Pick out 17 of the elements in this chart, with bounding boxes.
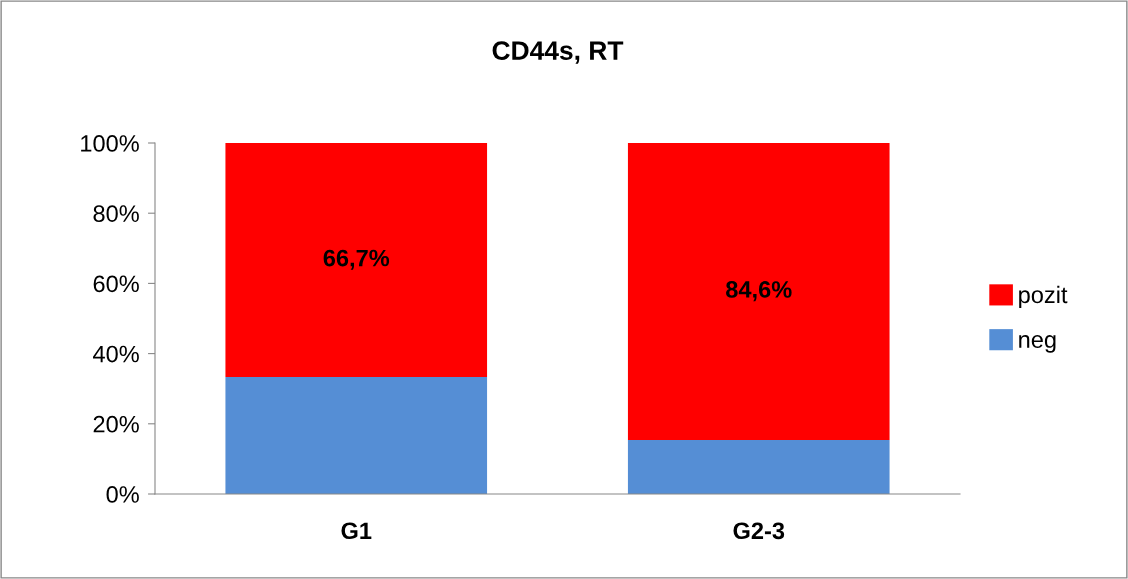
- data-label: 84,6%: [726, 281, 792, 302]
- bar: [627, 439, 890, 494]
- data-label: 66,7%: [323, 249, 390, 270]
- y-tick-label: 0%: [106, 486, 139, 503]
- x-tick-label: G2-3: [733, 522, 785, 540]
- y-tick-label: 100%: [81, 135, 139, 152]
- legend-label: neg: [1019, 335, 1056, 353]
- y-tick-label: 40%: [93, 345, 139, 363]
- y-tick-label: 60%: [93, 275, 139, 293]
- bar: [225, 377, 488, 494]
- legend-label: pozit: [1019, 285, 1068, 308]
- chart-title: CD44s, RT: [492, 41, 624, 64]
- x-tick-label: G1: [341, 522, 372, 540]
- y-tick-label: 20%: [93, 415, 139, 433]
- bar: [627, 143, 890, 440]
- y-tick-label: 80%: [93, 205, 139, 222]
- bar: [225, 143, 488, 378]
